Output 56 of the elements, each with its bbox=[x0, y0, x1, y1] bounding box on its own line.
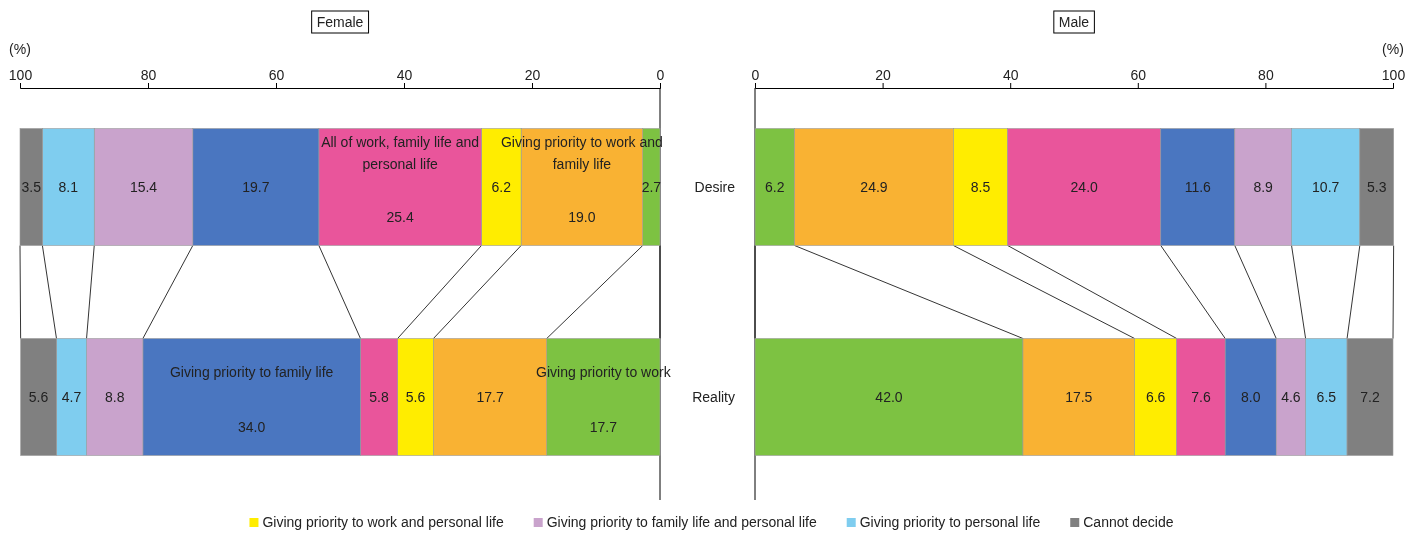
data-label: 5.8 bbox=[369, 389, 389, 405]
data-label: 5.6 bbox=[28, 389, 49, 405]
data-label: 7.2 bbox=[1360, 389, 1380, 405]
data-label: 15.4 bbox=[129, 179, 158, 195]
annotation: Giving priority to family life bbox=[169, 364, 334, 380]
y-tick-label: Desire bbox=[694, 179, 736, 195]
chart-title: Female bbox=[316, 14, 364, 30]
data-label: 17.7 bbox=[476, 389, 504, 405]
data-label: 8.5 bbox=[970, 179, 991, 195]
data-label: 8.0 bbox=[1240, 389, 1261, 405]
x-tick-label: 40 bbox=[1002, 67, 1019, 83]
x-tick-label: 20 bbox=[524, 67, 541, 83]
annotation: All of work, family life and personal life bbox=[321, 134, 480, 172]
data-label: 6.2 bbox=[765, 179, 785, 195]
data-label: 6.6 bbox=[1145, 389, 1166, 405]
x-tick-label: 0 bbox=[751, 67, 760, 83]
x-tick-label: 60 bbox=[268, 67, 285, 83]
data-label: 42.0 bbox=[875, 389, 903, 405]
data-label: 4.6 bbox=[1281, 389, 1301, 405]
data-label: 11.6 bbox=[1184, 179, 1212, 195]
data-label: 5.6 bbox=[405, 389, 426, 405]
data-label: 19.0 bbox=[568, 209, 596, 225]
x-tick-label: 60 bbox=[1130, 67, 1147, 83]
data-label: 24.0 bbox=[1070, 179, 1099, 195]
data-label: 8.8 bbox=[104, 389, 125, 405]
data-label: 25.4 bbox=[386, 209, 414, 225]
legend-label: Giving priority to family life and personal life bbox=[546, 514, 817, 530]
data-label: 19.7 bbox=[242, 179, 270, 195]
data-label: 17.7 bbox=[589, 419, 618, 435]
x-axis-title: (%) bbox=[1382, 41, 1404, 57]
legend-label: Cannot decide bbox=[1083, 514, 1174, 530]
data-label: 24.9 bbox=[860, 179, 888, 195]
x-tick-label: 100 bbox=[8, 67, 33, 83]
data-label: 4.7 bbox=[61, 389, 82, 405]
data-label: 6.5 bbox=[1316, 389, 1337, 405]
data-label: 7.6 bbox=[1191, 389, 1211, 405]
data-label: 10.7 bbox=[1312, 179, 1340, 195]
x-tick-label: 80 bbox=[140, 67, 157, 83]
data-label: 3.5 bbox=[21, 179, 42, 195]
legend-label: Giving priority to personal life bbox=[859, 514, 1041, 530]
x-tick-label: 40 bbox=[396, 67, 413, 83]
x-tick-label: 20 bbox=[875, 67, 892, 83]
x-tick-label: 0 bbox=[656, 67, 665, 83]
data-label: 2.7 bbox=[641, 179, 662, 195]
legend-label: Giving priority to work and personal life bbox=[262, 514, 504, 530]
y-tick-label: Reality bbox=[692, 389, 735, 405]
x-tick-label: 80 bbox=[1258, 67, 1274, 83]
data-label: 8.1 bbox=[58, 179, 79, 195]
data-label: 17.5 bbox=[1065, 389, 1093, 405]
data-label: 5.3 bbox=[1367, 179, 1387, 195]
x-axis-title: (%) bbox=[9, 41, 31, 57]
x-tick-label: 100 bbox=[1381, 67, 1406, 83]
data-label: 34.0 bbox=[238, 419, 266, 435]
chart-title: Male bbox=[1058, 14, 1090, 30]
data-label: 6.2 bbox=[491, 179, 512, 195]
data-label: 8.9 bbox=[1253, 179, 1274, 195]
